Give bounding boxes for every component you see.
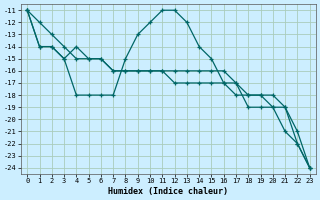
X-axis label: Humidex (Indice chaleur): Humidex (Indice chaleur) [108, 187, 228, 196]
